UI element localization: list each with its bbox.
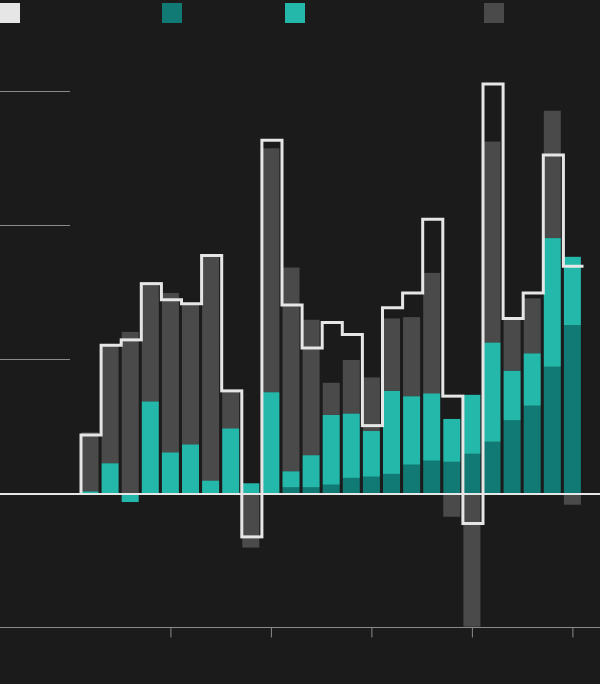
bar-dark-teal-11 — [282, 487, 300, 494]
bar-gray-5 — [161, 293, 179, 453]
bar-dark-teal-13 — [322, 484, 340, 494]
bar-gray-2 — [101, 345, 119, 464]
bar-gray-13 — [322, 382, 340, 415]
bar-teal-9 — [242, 483, 260, 494]
bar-teal-3 — [121, 494, 139, 503]
bar-teal-11 — [282, 471, 300, 488]
bar-teal-13 — [322, 414, 340, 485]
axis-layer — [0, 493, 600, 638]
bar-teal-8 — [222, 428, 240, 494]
bar-teal-17 — [403, 396, 421, 465]
bar-gray-24 — [543, 110, 561, 239]
legend-item-total — [0, 3, 26, 23]
bar-teal-25 — [563, 256, 581, 326]
bar-gray-18 — [423, 272, 441, 394]
legend-swatch-dark-teal — [162, 3, 182, 23]
bar-teal-12 — [302, 455, 320, 488]
bar-teal-6 — [182, 444, 199, 494]
bar-gray-12 — [302, 319, 320, 456]
bar-gray-17 — [403, 317, 421, 397]
bar-dark-teal-20 — [463, 453, 481, 494]
legend-swatch-gray — [484, 3, 504, 23]
bar-gray-1 — [81, 432, 99, 492]
bar-dark-teal-21 — [483, 441, 501, 494]
bar-gray-20 — [463, 494, 481, 627]
legend-item-dark-teal — [162, 3, 188, 23]
bar-teal-21 — [483, 342, 501, 442]
bar-dark-teal-22 — [503, 420, 521, 494]
bar-dark-teal-17 — [403, 464, 421, 494]
bar-dark-teal-25 — [563, 325, 581, 494]
bar-gray-25 — [563, 494, 581, 505]
bar-dark-teal-19 — [443, 461, 461, 494]
bar-gray-21 — [483, 141, 501, 343]
bar-gray-8 — [222, 390, 240, 429]
bar-gray-22 — [503, 317, 521, 371]
chart-legend — [0, 0, 600, 30]
bar-gray-19 — [443, 494, 461, 517]
bars-layer — [81, 110, 581, 627]
bar-teal-23 — [523, 353, 541, 406]
bar-teal-5 — [161, 452, 179, 494]
bar-dark-teal-16 — [383, 473, 400, 494]
bar-dark-teal-18 — [423, 460, 441, 494]
total-step-line — [79, 82, 584, 539]
bar-gray-9 — [242, 494, 260, 548]
bar-dark-teal-14 — [342, 477, 360, 494]
bar-teal-16 — [383, 390, 400, 474]
bar-teal-2 — [101, 463, 119, 494]
total-layer — [79, 82, 584, 539]
bar-gray-11 — [282, 267, 300, 472]
bar-gray-10 — [262, 148, 280, 393]
bar-gray-7 — [202, 255, 220, 481]
bar-gray-4 — [141, 283, 159, 402]
bar-teal-22 — [503, 370, 521, 421]
bar-teal-20 — [463, 394, 481, 454]
bar-dark-teal-12 — [302, 487, 320, 494]
bar-teal-19 — [443, 418, 461, 462]
bar-teal-10 — [262, 392, 280, 494]
legend-swatch-total — [0, 3, 20, 23]
legend-item-gray — [484, 3, 510, 23]
bar-gray-15 — [362, 377, 380, 432]
bar-teal-1 — [81, 491, 99, 494]
grid-layer — [0, 91, 70, 360]
bar-dark-teal-15 — [362, 476, 380, 494]
bar-dark-teal-23 — [523, 405, 541, 494]
legend-swatch-teal — [285, 3, 305, 23]
bar-teal-7 — [202, 480, 220, 494]
bar-gray-23 — [523, 298, 541, 354]
bar-teal-4 — [141, 401, 159, 494]
bar-gray-6 — [182, 303, 199, 445]
bar-gray-3 — [121, 331, 139, 494]
legend-item-teal — [285, 3, 311, 23]
bar-teal-15 — [362, 431, 380, 477]
bar-teal-24 — [543, 238, 561, 367]
bar-gray-14 — [342, 360, 360, 414]
bar-gray-16 — [383, 318, 400, 391]
bar-teal-14 — [342, 413, 360, 478]
bar-teal-18 — [423, 393, 441, 461]
bar-dark-teal-24 — [543, 366, 561, 494]
